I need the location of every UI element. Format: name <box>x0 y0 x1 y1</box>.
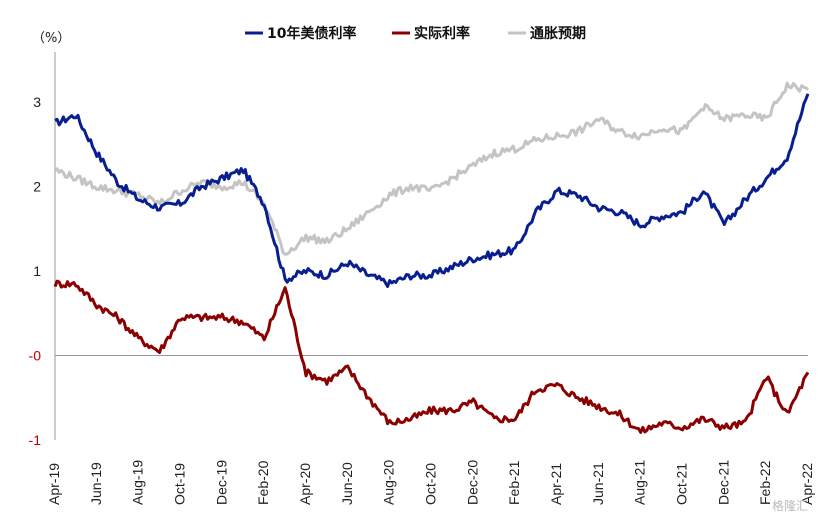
y-unit-label: （%） <box>32 31 70 46</box>
x-tick-label: Feb-22 <box>757 460 773 505</box>
x-tick-label: Jun-19 <box>88 462 104 505</box>
x-tick-label: Oct-20 <box>423 463 439 505</box>
x-tick-label: Aug-21 <box>632 460 648 505</box>
series-line <box>53 279 810 434</box>
x-tick-label: Dec-20 <box>464 460 480 505</box>
x-tick-label: Oct-21 <box>674 463 690 505</box>
x-tick-label: Aug-20 <box>381 460 397 505</box>
x-tick-label: Apr-21 <box>548 463 564 505</box>
x-tick-labels: Apr-19 Jun-19 Aug-19 Oct-19 Dec-19 Feb-20 Apr-… <box>46 460 815 505</box>
x-tick-label: Oct-19 <box>172 463 188 505</box>
x-tick-label: Feb-21 <box>506 460 522 505</box>
x-tick-label: Apr-20 <box>297 463 313 505</box>
x-tick-label: Apr-22 <box>799 463 815 505</box>
y-tick-label: 3 <box>33 94 41 110</box>
watermark-text: 格隆汇 <box>772 498 808 513</box>
legend-label: 10年美债利率 <box>267 25 356 42</box>
y-tick-label: -0 <box>29 348 42 364</box>
x-tick-label: Jun-20 <box>339 462 355 505</box>
legend: 10年美债利率 实际利率 通胀预期 <box>245 25 586 42</box>
y-tick-label: -1 <box>29 432 42 448</box>
y-tick-labels: 3 2 1 -0 -1 <box>29 94 42 448</box>
legend-label: 实际利率 <box>414 25 470 42</box>
y-tick-label: 1 <box>33 263 41 279</box>
x-tick-label: Feb-20 <box>255 460 271 505</box>
y-tick-label: 2 <box>33 179 41 195</box>
series-lines <box>53 81 810 434</box>
x-tick-label: Dec-21 <box>715 460 731 505</box>
x-tick-label: Aug-19 <box>130 460 146 505</box>
x-tick-label: Jun-21 <box>590 462 606 505</box>
series-line <box>54 93 810 288</box>
series-line <box>53 81 809 256</box>
legend-label: 通胀预期 <box>530 26 586 42</box>
x-tick-label: Apr-19 <box>46 463 62 505</box>
x-tick-label: Dec-19 <box>213 460 229 505</box>
